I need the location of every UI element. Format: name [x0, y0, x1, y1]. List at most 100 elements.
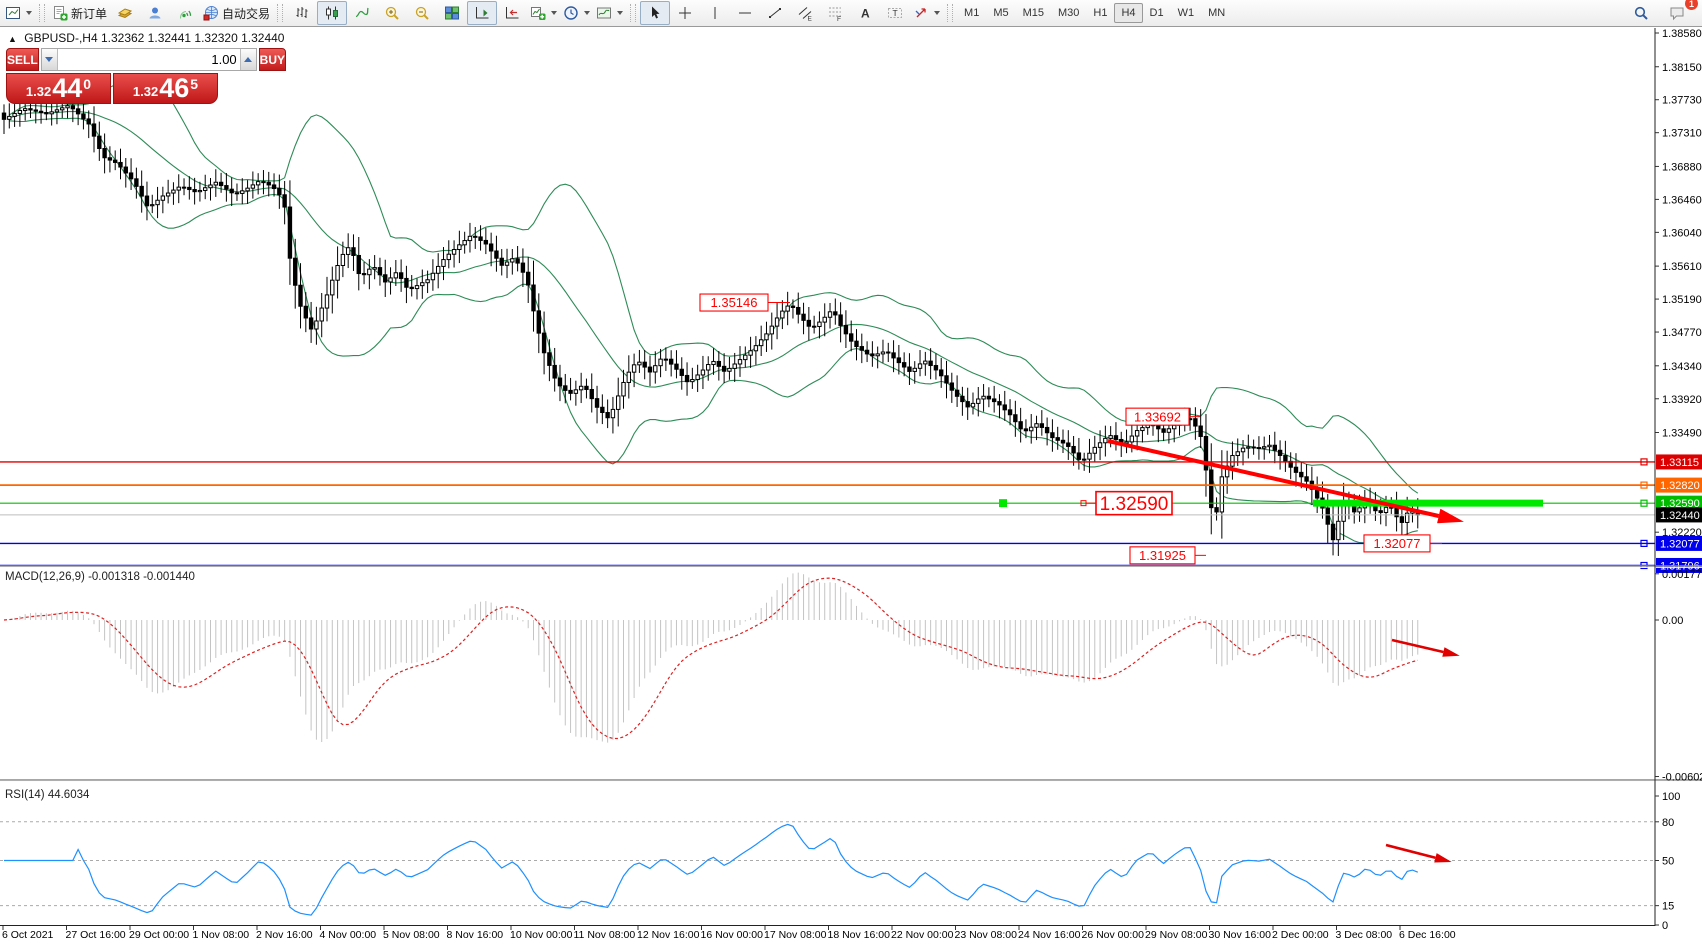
time-axis[interactable]: 6 Oct 2021 27 Oct 16:00 29 Oct 00:00 1 Nov … — [2, 926, 1456, 941]
svg-text:0: 0 — [1662, 920, 1668, 932]
tile-windows-icon — [444, 5, 460, 21]
bar-chart-button[interactable] — [287, 1, 317, 25]
timeframe-m1-button[interactable]: M1 — [964, 7, 980, 19]
channel-button[interactable]: E — [790, 1, 820, 25]
crosshair-button[interactable] — [670, 1, 700, 25]
svg-text:1.38150: 1.38150 — [1662, 62, 1702, 74]
market-button[interactable] — [110, 1, 140, 25]
buy-price-prefix: 1.32 — [132, 84, 159, 99]
buy-button[interactable]: BUY — [258, 48, 287, 71]
auto-scroll-button[interactable] — [467, 1, 498, 25]
sell-price[interactable]: 1.32 44 0 — [6, 73, 111, 104]
timeframe-d1-button[interactable]: D1 — [1149, 7, 1164, 19]
svg-text:4 Nov 00:00: 4 Nov 00:00 — [320, 929, 377, 941]
zoom-in-button[interactable] — [377, 1, 407, 25]
svg-text:A: A — [861, 7, 870, 21]
highlight-segment[interactable] — [999, 499, 1543, 508]
arrows-button[interactable] — [910, 1, 943, 25]
volume-decrease-button[interactable] — [41, 49, 58, 70]
sell-button[interactable]: SELL — [6, 48, 39, 71]
macd-signal-line — [3, 577, 1418, 740]
downtrend-arrow[interactable] — [1107, 439, 1464, 524]
macd-arrow[interactable] — [1391, 638, 1460, 657]
timeframe-m30-button[interactable]: M30 — [1058, 7, 1080, 19]
svg-text:1.31925: 1.31925 — [1139, 548, 1186, 563]
volume-increase-button[interactable] — [239, 49, 256, 70]
community-button[interactable] — [140, 1, 170, 25]
toolbar-separator — [630, 4, 637, 22]
text-icon: A — [857, 5, 873, 21]
label-button[interactable]: T — [880, 1, 910, 25]
search-button[interactable] — [1626, 1, 1656, 25]
new-chart-button[interactable] — [527, 1, 560, 25]
cursor-button[interactable] — [640, 1, 671, 25]
ohlc-values: 1.32362 1.32441 1.32320 1.32440 — [100, 31, 285, 45]
svg-text:1.38580: 1.38580 — [1662, 28, 1702, 40]
svg-text:1.33115: 1.33115 — [1660, 457, 1699, 469]
chart-shift-icon — [504, 5, 520, 21]
horizontal-line-button[interactable] — [730, 1, 760, 25]
tile-windows-button[interactable] — [437, 1, 467, 25]
svg-text:E: E — [808, 16, 813, 22]
line-chart-icon — [354, 5, 370, 21]
notification-badge: 1 — [1685, 0, 1698, 10]
zoom-out-button[interactable] — [407, 1, 437, 25]
price-axis[interactable]: 1.38580 1.38150 1.37730 1.37310 1.36880 1.364… — [1655, 28, 1702, 573]
price-annotation-1.31925[interactable]: 1.31925 — [1129, 546, 1206, 565]
timeframe-h4-button[interactable]: H4 — [1114, 3, 1143, 23]
line-chart-button[interactable] — [347, 1, 377, 25]
symbol-arrow-icon: ▲ — [8, 34, 17, 44]
vertical-line-button[interactable] — [700, 1, 730, 25]
toolbar-separator — [39, 4, 45, 22]
crosshair-icon — [677, 5, 693, 21]
candlestick-button[interactable] — [317, 1, 348, 25]
svg-text:0.001777: 0.001777 — [1662, 569, 1702, 581]
svg-text:1.32440: 1.32440 — [1660, 510, 1700, 522]
svg-text:0.00: 0.00 — [1662, 615, 1683, 627]
svg-text:1.32077: 1.32077 — [1660, 538, 1700, 550]
resistance-line-2[interactable] — [0, 481, 1655, 489]
price-annotation-1.33692[interactable]: 1.33692 — [1125, 407, 1200, 426]
buy-price[interactable]: 1.32 46 5 — [113, 73, 218, 104]
notifications-button[interactable]: 1 — [1662, 0, 1698, 25]
bar-chart-icon — [294, 5, 310, 21]
svg-text:1.32590: 1.32590 — [1100, 494, 1169, 515]
price-chart[interactable]: 1.35146 1.33692 1.32590 1.31925 1.32077 1.385… — [0, 28, 1702, 944]
fibonacci-button[interactable]: F — [820, 1, 850, 25]
text-button[interactable]: A — [850, 1, 880, 25]
svg-text:1.34340: 1.34340 — [1662, 361, 1702, 373]
trendline-button[interactable] — [760, 1, 790, 25]
volume-input[interactable] — [57, 49, 240, 70]
timeframe-m5-button[interactable]: M5 — [993, 7, 1009, 19]
timeframe-mn-button[interactable]: MN — [1208, 7, 1226, 19]
chevron-down-icon — [551, 11, 558, 15]
new-order-button[interactable]: 新订单 — [49, 1, 110, 25]
svg-text:-0.00602: -0.00602 — [1662, 772, 1702, 784]
templates-button[interactable] — [593, 1, 626, 25]
autotrading-button[interactable]: 自动交易 — [200, 1, 273, 25]
svg-text:29 Oct 00:00: 29 Oct 00:00 — [129, 929, 189, 941]
periods-button[interactable] — [560, 1, 593, 25]
rsi-arrow[interactable] — [1385, 843, 1452, 863]
resistance-line-1[interactable] — [0, 458, 1655, 466]
svg-text:1.32820: 1.32820 — [1660, 480, 1700, 492]
trendline-icon — [767, 5, 783, 21]
autotrading-icon — [203, 5, 219, 21]
buy-price-big: 46 — [159, 73, 190, 103]
signals-button[interactable] — [170, 1, 200, 25]
charts-window-button[interactable] — [2, 1, 35, 25]
svg-text:6 Oct 2021: 6 Oct 2021 — [2, 929, 54, 941]
sell-price-big: 44 — [52, 73, 83, 103]
price-annotation-1.35146[interactable]: 1.35146 — [699, 293, 790, 312]
sell-price-prefix: 1.32 — [25, 84, 52, 99]
down-arrow-icon — [45, 57, 54, 62]
chart-shift-button[interactable] — [497, 1, 527, 25]
price-annotation-1.32590[interactable]: 1.32590 — [1080, 490, 1173, 516]
svg-text:27 Oct 16:00: 27 Oct 16:00 — [66, 929, 126, 941]
timeframe-w1-button[interactable]: W1 — [1177, 7, 1195, 19]
timeframe-m15-button[interactable]: M15 — [1022, 7, 1044, 19]
price-annotation-1.32077[interactable]: 1.32077 — [1363, 534, 1442, 553]
svg-text:2 Nov 16:00: 2 Nov 16:00 — [256, 929, 313, 941]
svg-text:1.36880: 1.36880 — [1662, 161, 1702, 173]
timeframe-h1-button[interactable]: H1 — [1093, 7, 1108, 19]
